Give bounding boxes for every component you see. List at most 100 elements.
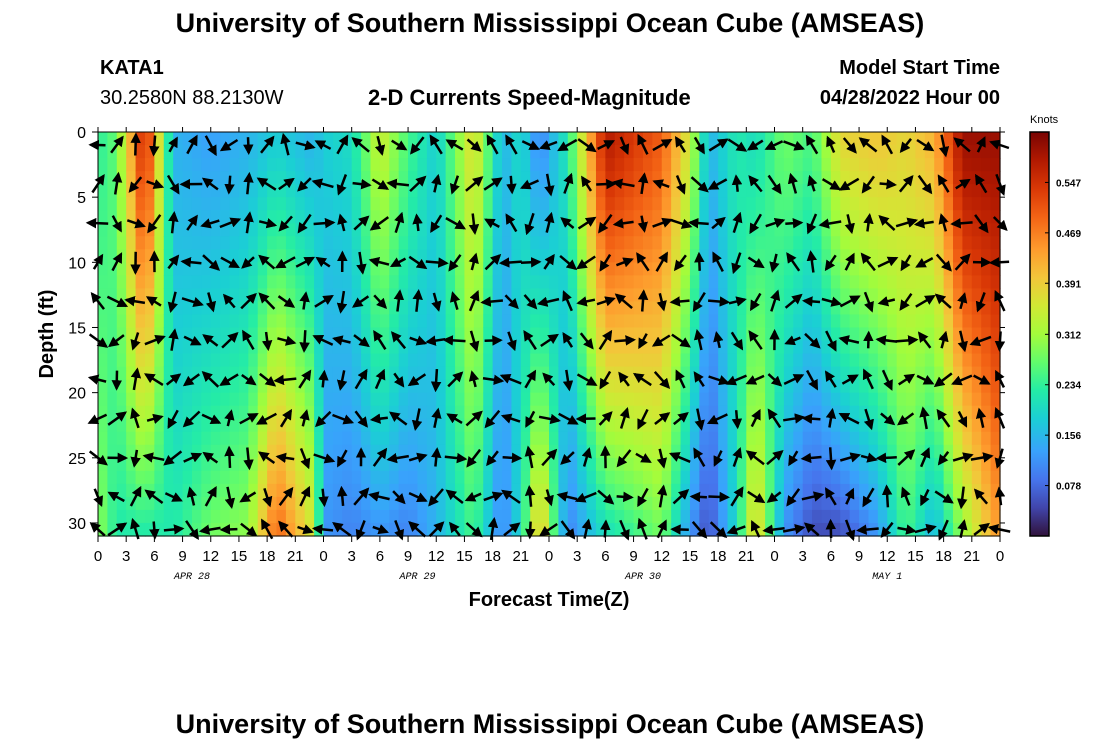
vector-arrow (783, 374, 805, 386)
heat-cell (182, 340, 193, 355)
heat-cell (173, 262, 184, 276)
heat-cell (398, 262, 409, 276)
heat-cell (511, 249, 522, 263)
heat-cell (586, 262, 597, 276)
heat-cell (699, 301, 710, 316)
heat-cell (595, 431, 606, 446)
heat-cell (614, 275, 625, 289)
vector-arrow (788, 450, 799, 467)
heat-cell (276, 236, 287, 250)
heat-cell (614, 132, 625, 146)
heat-cell (868, 379, 879, 394)
heat-cell (107, 392, 118, 407)
heat-cell (342, 379, 353, 394)
vector-arrow (501, 489, 521, 504)
heat-cell (990, 171, 1001, 185)
heat-cell (981, 275, 992, 289)
heat-cell (379, 132, 390, 146)
heat-cell (812, 249, 823, 263)
vector-arrow (975, 292, 986, 313)
heat-cell (314, 236, 325, 250)
heat-cell (736, 301, 747, 316)
heat-cell (990, 197, 1001, 211)
heat-cell (812, 184, 823, 198)
heat-cell (783, 353, 794, 368)
vector-arrow (165, 373, 182, 386)
heat-cell (257, 314, 268, 329)
heat-cell (473, 366, 484, 381)
heat-cell (332, 132, 343, 146)
heat-cell (868, 197, 879, 211)
heat-cell (408, 496, 419, 511)
heat-cell (671, 470, 682, 485)
heat-cell (755, 197, 766, 211)
vector-arrow (299, 485, 311, 507)
heat-cell (990, 509, 1001, 524)
heat-cell (520, 197, 531, 211)
heat-cell (342, 483, 353, 498)
heat-cell (379, 197, 390, 211)
heat-cell (680, 327, 691, 342)
heat-cell (765, 418, 776, 433)
vector-arrow (655, 251, 668, 272)
vector-arrow (919, 406, 930, 430)
heat-cell (962, 496, 973, 511)
heat-cell (182, 431, 193, 446)
heat-cell (821, 301, 832, 316)
heat-cell (755, 379, 766, 394)
heat-cell (652, 314, 663, 329)
heat-cell (981, 158, 992, 172)
heat-cell (455, 522, 466, 537)
vector-arrow (412, 213, 423, 232)
vector-arrow (747, 256, 765, 269)
heat-cell (445, 457, 456, 472)
heat-cell (689, 197, 700, 211)
heat-cell (361, 158, 372, 172)
vector-arrow (183, 452, 203, 463)
vector-arrow (668, 452, 691, 463)
heat-cell (173, 340, 184, 355)
heat-cell (483, 327, 494, 342)
vector-arrow (243, 447, 254, 471)
heat-cell (793, 184, 804, 198)
heat-cell (671, 236, 682, 250)
vector-arrow (168, 328, 179, 351)
vector-arrow (708, 138, 729, 152)
heat-cell (182, 171, 193, 185)
heat-cell (191, 249, 202, 263)
heat-cell (107, 340, 118, 355)
heat-cell (689, 522, 700, 537)
heat-cell (304, 431, 315, 446)
heat-cell (248, 262, 259, 276)
heat-cell (379, 184, 390, 198)
vector-arrow (764, 140, 784, 151)
vector-arrow (486, 134, 499, 155)
heat-cell (276, 275, 287, 289)
heat-cell (445, 431, 456, 446)
heat-cell (370, 145, 381, 159)
vector-arrow (298, 369, 312, 389)
heat-cell (962, 418, 973, 433)
heat-cell (408, 366, 419, 381)
heat-cell (727, 275, 738, 289)
heat-cell (502, 262, 513, 276)
heat-cell (304, 301, 315, 316)
heat-cell (652, 444, 663, 459)
heat-cell (821, 353, 832, 368)
heat-cell (577, 236, 588, 250)
vector-arrow (278, 215, 293, 232)
heat-cell (558, 145, 569, 159)
heat-cell (267, 249, 278, 263)
heat-cell (680, 431, 691, 446)
heat-cell (746, 366, 757, 381)
heat-cell (304, 353, 315, 368)
vector-arrow (619, 406, 630, 429)
heat-cell (934, 197, 945, 211)
heat-cell (248, 158, 259, 172)
vector-arrow (393, 372, 405, 388)
heat-cell (135, 379, 146, 394)
heat-cell (417, 418, 428, 433)
heat-cell (981, 301, 992, 316)
x-tick-label: 3 (122, 548, 130, 565)
heat-cell (962, 262, 973, 276)
